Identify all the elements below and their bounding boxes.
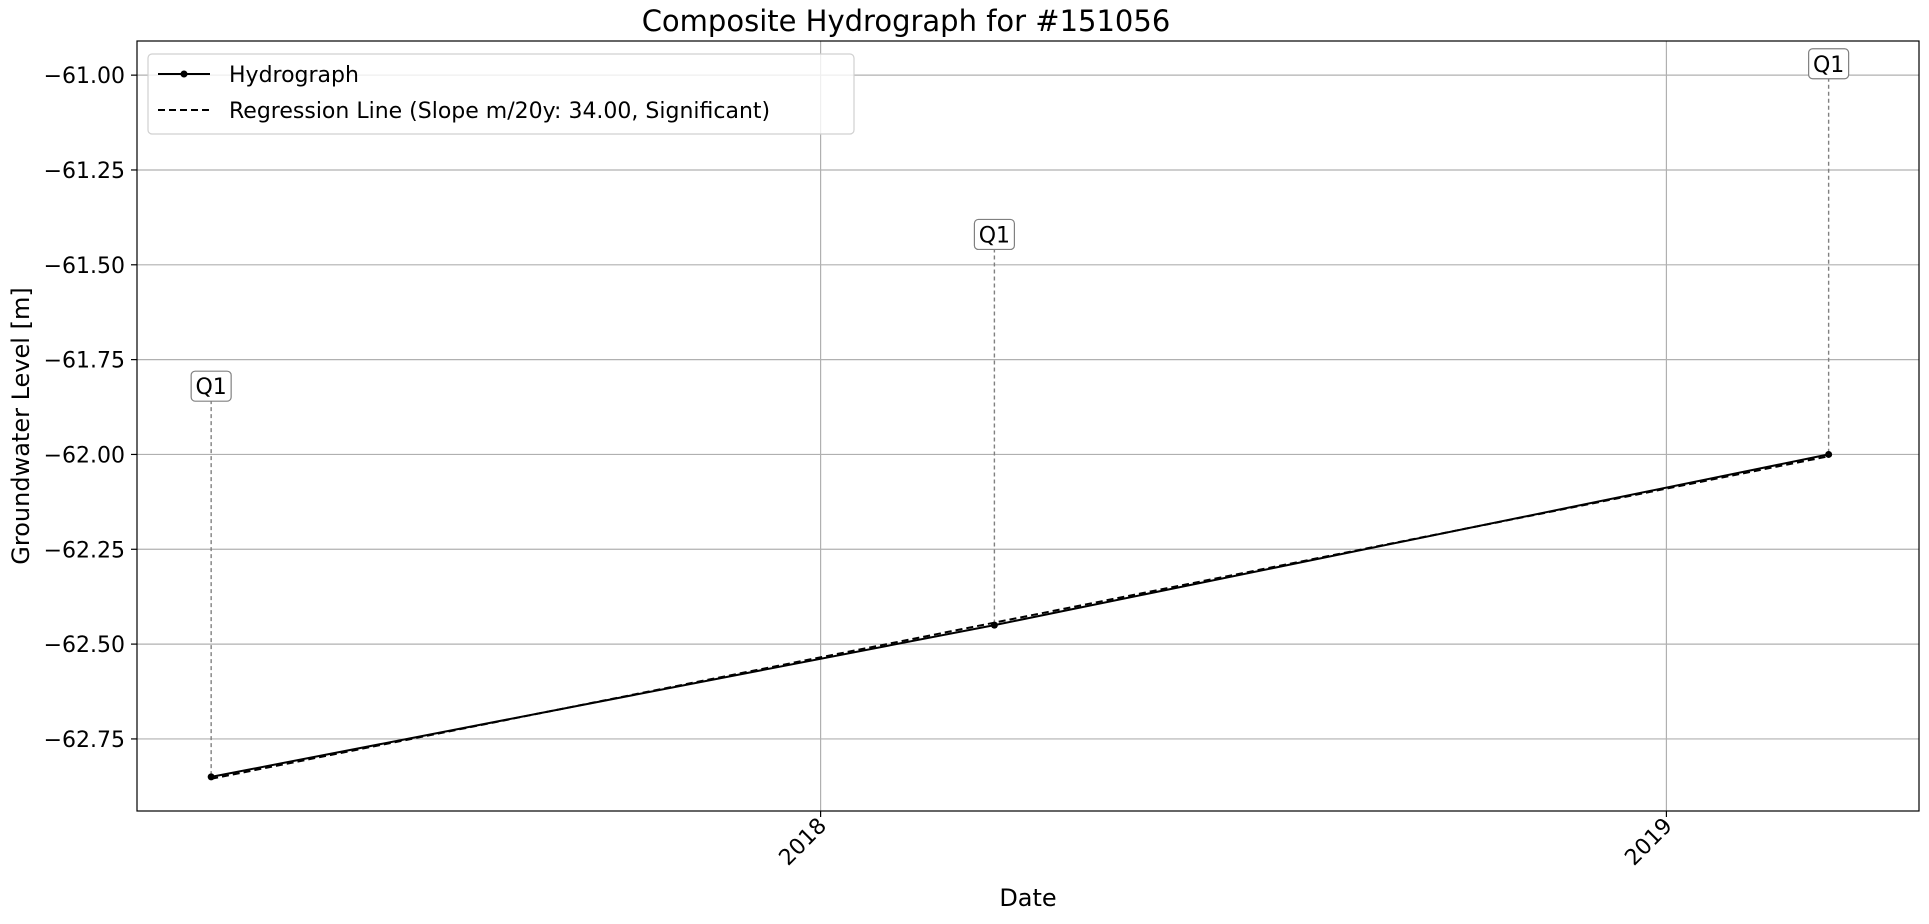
legend-entry-label: Regression Line (Slope m/20y: 34.00, Sig… [229, 99, 770, 124]
annotation-label: Q1 [1813, 53, 1844, 78]
y-axis-label: Groundwater Level [m] [7, 287, 35, 564]
y-tick-label: −61.25 [44, 159, 125, 184]
y-tick-label: −62.75 [44, 728, 125, 753]
annotation-label: Q1 [979, 223, 1010, 248]
legend-entry-label: Hydrograph [229, 63, 359, 88]
series-layer [207, 450, 1833, 781]
y-tick-label: −61.50 [44, 254, 125, 279]
y-tick-label: −62.00 [44, 443, 125, 468]
y-tick-label: −62.50 [44, 633, 125, 658]
annotation-label: Q1 [195, 375, 226, 400]
grid-layer [137, 41, 1919, 811]
y-tick-label: −62.25 [44, 538, 125, 563]
chart-title: Composite Hydrograph for #151056 [642, 4, 1171, 38]
legend-frame [147, 53, 855, 135]
legend-marker [180, 70, 188, 78]
annotation-box [190, 370, 232, 402]
y-tick-label: −61.75 [44, 349, 125, 374]
annotation-box [973, 218, 1015, 251]
x-axis-label: Date [999, 884, 1056, 912]
annotation-labels-layer: Q1 Q1 Q1 [190, 48, 1850, 402]
y-tick-label: −61.00 [44, 64, 125, 89]
hydrograph-point [1825, 450, 1833, 458]
legend: Hydrograph Regression Line (Slope m/20y: … [147, 53, 855, 135]
annotation-box [1808, 48, 1850, 80]
plot-frame [136, 40, 1920, 812]
